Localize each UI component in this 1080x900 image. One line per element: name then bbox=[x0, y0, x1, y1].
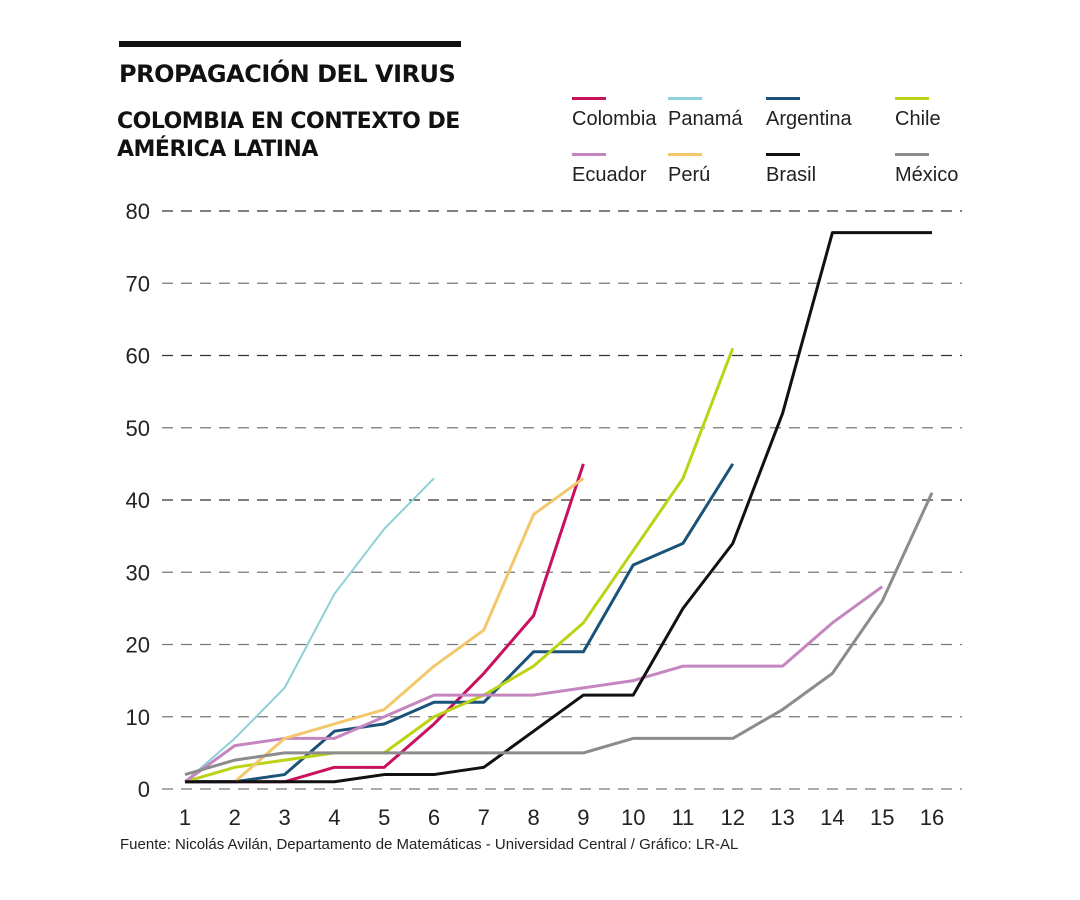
legend-item: Chile bbox=[895, 97, 941, 131]
legend-label: Perú bbox=[668, 164, 711, 186]
x-tick-label: 3 bbox=[278, 805, 290, 830]
series-line-ecuador bbox=[184, 585, 884, 783]
series-line-panamá bbox=[184, 477, 435, 783]
legend-label: Chile bbox=[895, 108, 941, 130]
legend-swatch bbox=[572, 97, 606, 100]
y-tick-label: 0 bbox=[138, 777, 150, 802]
x-tick-label: 12 bbox=[721, 805, 745, 830]
legend-swatch bbox=[572, 153, 606, 156]
legend-swatch bbox=[895, 153, 929, 156]
legend-item: Colombia bbox=[572, 97, 656, 131]
legend-item: Brasil bbox=[766, 153, 816, 187]
y-tick-label: 50 bbox=[126, 416, 150, 441]
legend-label: Ecuador bbox=[572, 164, 647, 186]
x-tick-label: 1 bbox=[179, 805, 191, 830]
y-tick-label: 80 bbox=[126, 199, 150, 224]
x-tick-label: 15 bbox=[870, 805, 894, 830]
x-tick-label: 16 bbox=[920, 805, 944, 830]
legend-label: Brasil bbox=[766, 164, 817, 186]
legend-label: Argentina bbox=[766, 108, 852, 130]
y-tick-label: 10 bbox=[126, 705, 150, 730]
series-line-brasil bbox=[185, 231, 932, 784]
y-tick-label: 20 bbox=[126, 633, 150, 658]
chart-title: PROPAGACIÓN DEL VIRUS bbox=[119, 60, 456, 88]
x-tick-label: 7 bbox=[478, 805, 490, 830]
legend-item: México bbox=[895, 153, 958, 187]
series-line-argentina bbox=[185, 463, 735, 784]
x-tick-label: 14 bbox=[820, 805, 844, 830]
x-tick-label: 13 bbox=[770, 805, 794, 830]
y-tick-label: 40 bbox=[126, 488, 150, 513]
legend-swatch bbox=[668, 153, 702, 156]
series-line-colombia bbox=[185, 463, 585, 784]
legend-label: Colombia bbox=[572, 108, 657, 130]
legend-label: México bbox=[895, 164, 959, 186]
legend-swatch bbox=[895, 97, 929, 100]
x-tick-label: 2 bbox=[229, 805, 241, 830]
source-note: Fuente: Nicolás Avilán, Departamento de … bbox=[120, 836, 739, 853]
y-tick-label: 70 bbox=[126, 271, 150, 296]
legend-item: Argentina bbox=[766, 97, 852, 131]
x-tick-label: 6 bbox=[428, 805, 440, 830]
x-tick-label: 5 bbox=[378, 805, 390, 830]
legend-swatch bbox=[766, 153, 800, 156]
legend-item: Panamá bbox=[668, 97, 743, 131]
legend-label: Panamá bbox=[668, 108, 743, 130]
x-tick-label: 9 bbox=[577, 805, 589, 830]
legend-swatch bbox=[766, 97, 800, 100]
x-tick-label: 11 bbox=[672, 805, 695, 830]
y-tick-label: 30 bbox=[126, 560, 150, 585]
chart-subtitle: COLOMBIA EN CONTEXTO DE AMÉRICA LATINA bbox=[117, 109, 460, 162]
title-rule bbox=[119, 41, 461, 47]
legend-item: Ecuador bbox=[572, 153, 647, 187]
legend-swatch bbox=[668, 97, 702, 100]
x-tick-label: 4 bbox=[328, 805, 340, 830]
series-line-méxico bbox=[184, 492, 934, 776]
series-line-perú bbox=[233, 477, 585, 783]
x-tick-label: 8 bbox=[527, 805, 539, 830]
y-tick-label: 60 bbox=[126, 344, 150, 369]
x-tick-label: 10 bbox=[621, 805, 645, 830]
series-line-chile bbox=[184, 347, 735, 784]
legend-item: Perú bbox=[668, 153, 710, 187]
